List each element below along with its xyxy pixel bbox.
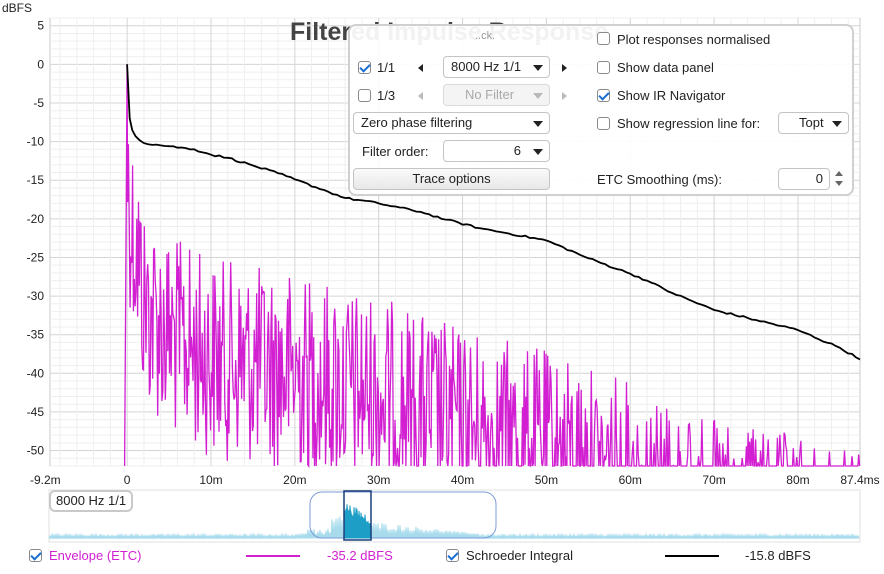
schroeder-integral-readout: -15.8 dBFS: [745, 548, 811, 563]
schroeder-integral-checkbox[interactable]: [446, 549, 459, 562]
trace-options-panel: ..ck. Plot responses normalised 1/1 8000…: [348, 24, 854, 196]
prev-band-icon[interactable]: [418, 64, 423, 72]
chevron-down-icon: [533, 65, 543, 71]
envelope-etc-legend-swatch: [246, 555, 300, 557]
navigator-band-label: 8000 Hz 1/1: [49, 490, 133, 512]
x-tick-label: 70m: [702, 473, 725, 487]
next-band-icon[interactable]: [562, 64, 567, 72]
show-data-panel-label: Show data panel: [617, 60, 714, 75]
x-axis-labels: -9.2m 0 10m 20m 30m 40m 50m 60m 70m 80m 87.4ms: [30, 473, 880, 487]
prev-filter-icon[interactable]: [418, 92, 423, 100]
envelope-etc-checkbox[interactable]: [29, 549, 42, 562]
y-tick-label: -10: [27, 135, 45, 149]
regression-dropdown[interactable]: Topt: [778, 112, 849, 134]
x-tick-label: 60m: [619, 473, 642, 487]
y-tick-label: -15: [27, 173, 45, 187]
x-tick-label: 40m: [451, 473, 474, 487]
etc-smoothing-input[interactable]: 0: [778, 168, 830, 190]
y-tick-label: -30: [27, 289, 45, 303]
phase-filter-dropdown-value: Zero phase filtering: [361, 115, 473, 130]
show-regression-label: Show regression line for:: [617, 116, 761, 131]
etc-smoothing-stepper[interactable]: [831, 168, 847, 190]
show-data-panel-checkbox[interactable]: [597, 61, 610, 74]
x-tick-label: 50m: [535, 473, 558, 487]
y-tick-label: -5: [33, 96, 44, 110]
decrement-icon[interactable]: [835, 181, 843, 186]
filter-order-value: 6: [513, 143, 521, 158]
y-tick-label: -50: [27, 444, 45, 458]
schroeder-integral-legend-swatch: [665, 555, 719, 557]
y-axis-labels: 5 0 -5 -10 -15 -20 -25 -30 -35 -40 -45 -50: [27, 19, 45, 458]
navigator-selection[interactable]: [343, 490, 372, 541]
third-octave-dropdown-value: No Filter: [464, 87, 515, 102]
envelope-etc-readout: -35.2 dBFS: [327, 548, 393, 563]
show-regression-checkbox[interactable]: [597, 117, 610, 130]
phase-filter-dropdown[interactable]: Zero phase filtering: [353, 112, 550, 134]
navigator-selection-waveform: [344, 504, 372, 539]
x-tick-label: 10m: [199, 473, 222, 487]
third-octave-dropdown[interactable]: No Filter: [443, 84, 550, 106]
y-axis-unit: dBFS: [2, 1, 32, 15]
increment-icon[interactable]: [835, 171, 843, 176]
filter-1-1-checkbox[interactable]: [358, 61, 371, 74]
partial-label: ..ck.: [475, 30, 496, 42]
y-tick-label: -25: [27, 250, 45, 264]
x-tick-label: 0: [124, 473, 131, 487]
regression-dropdown-value: Topt: [799, 115, 824, 130]
band-dropdown[interactable]: 8000 Hz 1/1: [443, 56, 550, 78]
x-tick-label: 30m: [367, 473, 390, 487]
chevron-down-icon: [533, 121, 543, 127]
chevron-down-icon: [832, 121, 842, 127]
show-ir-navigator-checkbox[interactable]: [597, 89, 610, 102]
filter-order-dropdown[interactable]: 6: [443, 140, 550, 162]
x-tick-label: 87.4ms: [840, 473, 879, 487]
envelope-etc-legend-label: Envelope (ETC): [49, 548, 142, 563]
filter-1-3-label: 1/3: [377, 88, 396, 103]
y-tick-label: -20: [27, 212, 45, 226]
y-tick-label: -40: [27, 366, 45, 380]
navigator-waveform: [48, 516, 860, 540]
filter-1-3-checkbox[interactable]: [358, 89, 371, 102]
band-dropdown-value: 8000 Hz 1/1: [451, 59, 522, 74]
series-envelope-etc: [123, 64, 861, 469]
plot-normalised-label: Plot responses normalised: [617, 32, 771, 47]
series-schroeder-integral: [126, 64, 861, 361]
filter-order-label: Filter order:: [362, 144, 429, 159]
plot-normalised-checkbox[interactable]: [597, 32, 610, 45]
schroeder-integral-legend-label: Schroeder Integral: [466, 548, 573, 563]
y-tick-label: -35: [27, 328, 45, 342]
chevron-down-icon: [533, 149, 543, 155]
show-ir-navigator-label: Show IR Navigator: [617, 88, 726, 103]
next-filter-icon[interactable]: [562, 92, 567, 100]
chevron-down-icon: [533, 93, 543, 99]
x-tick-label: 80m: [786, 473, 809, 487]
etc-smoothing-label: ETC Smoothing (ms):: [597, 172, 722, 187]
y-tick-label: 5: [37, 19, 44, 33]
y-tick-label: -45: [27, 405, 45, 419]
navigator-window[interactable]: [309, 491, 497, 539]
trace-options-button[interactable]: Trace options: [353, 168, 550, 190]
x-tick-label: 20m: [283, 473, 306, 487]
filter-1-1-label: 1/1: [377, 60, 396, 75]
y-tick-label: 0: [37, 57, 44, 71]
x-tick-label: -9.2m: [30, 473, 61, 487]
